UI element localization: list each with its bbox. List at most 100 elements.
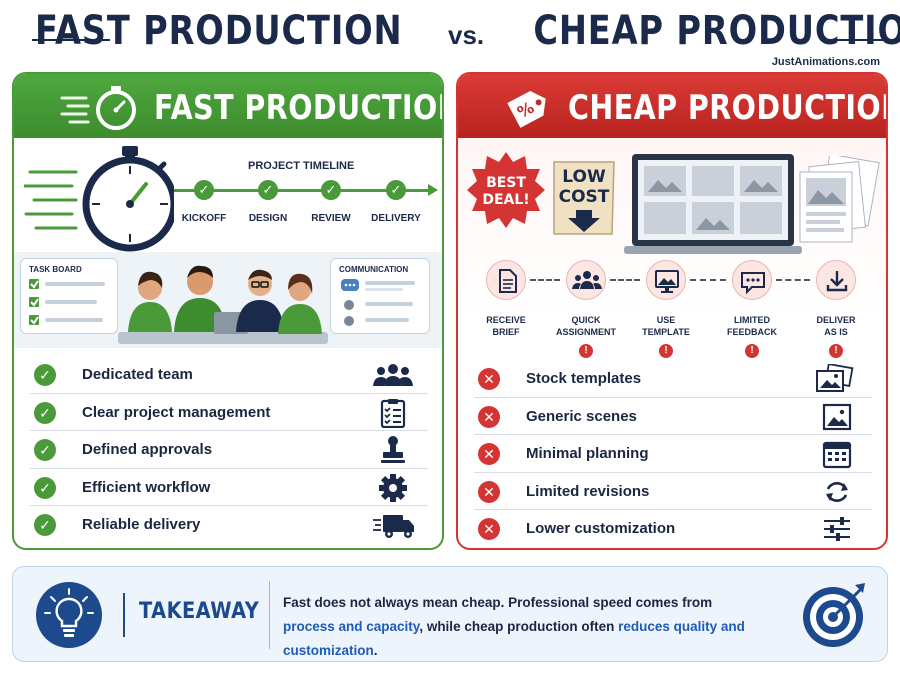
list-item: ✕ Stock templates — [474, 360, 872, 398]
team-scene: TASK BOARD COMMU — [14, 252, 442, 348]
low-cost-line2: COST — [559, 187, 610, 207]
fast-benefits-list: ✓ Dedicated team ✓ Clear project managem… — [30, 356, 428, 544]
check-icon: ✓ — [34, 401, 56, 424]
cheap-panel-title: CHEAP PRODUCTION — [568, 88, 888, 128]
best-deal-badge: BEST DEAL! — [467, 152, 545, 228]
process-step-label: QUICK ASSIGNMENT — [555, 315, 616, 337]
list-item: ✓ Reliable delivery — [30, 506, 428, 544]
team-people-illustration — [118, 265, 328, 344]
low-cost-line1: LOW — [562, 167, 606, 187]
fast-production-panel: FAST PRODUCTION PROJECT TIMELINE ✓ ✓ ✓ ✓… — [12, 72, 444, 550]
cheap-drawbacks-list: ✕ Stock templates ✕ Generic scenes ✕ Min… — [474, 360, 872, 548]
image-icon — [822, 403, 852, 430]
sliders-icon — [824, 517, 850, 541]
list-item-label: Efficient workflow — [82, 478, 211, 496]
gear-icon — [379, 473, 407, 502]
timeline-step-label: REVIEW — [311, 213, 351, 224]
takeaway-divider — [123, 593, 125, 637]
check-icon: ✓ — [34, 364, 56, 386]
list-item-label: Defined approvals — [82, 441, 213, 458]
monitor-image-icon — [655, 270, 679, 293]
x-icon: ✕ — [478, 368, 500, 390]
list-item-label: Generic scenes — [526, 407, 637, 425]
process-step-label: RECEIVE BRIEF — [486, 315, 526, 337]
warning-icon: ! — [659, 344, 673, 358]
svg-text:%: % — [514, 98, 537, 122]
fast-panel-title: FAST PRODUCTION — [154, 88, 444, 128]
cheap-production-panel: % CHEAP PRODUCTION BEST DEAL! LOW COST — [456, 72, 888, 550]
takeaway-text-part3: . — [373, 643, 378, 658]
title-right: CHEAP PRODUCTION — [532, 8, 900, 54]
list-item-label: Dedicated team — [82, 366, 193, 383]
process-step-deliver-as-is — [816, 260, 856, 300]
warning-icon: ! — [745, 344, 759, 358]
stopwatch-speed-icon — [60, 86, 136, 130]
list-item-label: Limited revisions — [526, 482, 650, 500]
process-step-label: DELIVER AS IS — [816, 315, 856, 337]
best-deal-line1: BEST — [486, 175, 526, 191]
takeaway-title: TAKEAWAY — [139, 599, 260, 624]
list-item: ✓ Clear project management — [30, 394, 428, 431]
approval-stamp-icon — [381, 436, 405, 463]
takeaway-text-part1: Fast does not always mean cheap. Profess… — [283, 595, 713, 610]
x-icon: ✕ — [478, 405, 500, 428]
process-connector — [610, 279, 640, 281]
timeline-step-check-icon: ✓ — [321, 180, 341, 200]
process-step-limited-feedback — [732, 260, 772, 300]
timeline-line — [174, 189, 432, 192]
list-item: ✕ Generic scenes — [474, 398, 872, 435]
x-icon: ✕ — [478, 518, 500, 540]
speech-bubble-icon — [741, 272, 765, 295]
refresh-icon — [826, 481, 848, 502]
task-board-label: TASK BOARD — [29, 265, 82, 274]
process-connector — [530, 279, 560, 281]
list-item-label: Reliable delivery — [82, 516, 201, 533]
title-vs: vs. — [447, 20, 485, 50]
takeaway-divider — [269, 581, 270, 649]
task-checklist-icon — [29, 279, 105, 325]
process-connector — [690, 279, 726, 281]
list-item-label: Minimal planning — [526, 445, 649, 462]
check-icon: ✓ — [34, 514, 56, 536]
check-icon: ✓ — [34, 476, 56, 499]
list-item-label: Lower customization — [526, 520, 676, 537]
process-step-quick-assignment — [566, 260, 606, 300]
list-item-label: Clear project management — [82, 403, 271, 421]
best-deal-line2: DEAL! — [482, 192, 529, 208]
delivery-truck-icon — [373, 515, 414, 538]
timeline-step-check-icon: ✓ — [258, 180, 278, 200]
takeaway-box: TAKEAWAY Fast does not always mean cheap… — [12, 566, 888, 662]
timeline-step-check-icon: ✓ — [194, 180, 214, 200]
price-tag-icon: % — [507, 90, 546, 128]
warning-icon: ! — [579, 344, 593, 358]
timeline-step-check-icon: ✓ — [386, 180, 406, 200]
communication-label: COMMUNICATION — [339, 265, 409, 274]
list-item: ✕ Minimal planning — [474, 435, 872, 473]
timeline-step-label: KICKOFF — [181, 213, 227, 224]
group-icon — [572, 271, 602, 289]
cheap-panel-header: % CHEAP PRODUCTION — [458, 74, 886, 138]
process-step-use-template — [646, 260, 686, 300]
timeline-step-label: DESIGN — [248, 213, 288, 224]
takeaway-text-part2: , while cheap production often — [419, 619, 619, 634]
list-item: ✓ Defined approvals — [30, 431, 428, 469]
process-step-receive-brief — [486, 260, 526, 300]
stopwatch-illustration — [24, 146, 174, 252]
timeline-step-label: DELIVERY — [371, 213, 421, 224]
download-icon — [826, 271, 848, 292]
takeaway-highlight-quality: reduces quality and customization — [283, 619, 745, 658]
communication-card: COMMUNICATION — [330, 258, 430, 334]
stacked-images-icon — [816, 364, 854, 392]
chat-messages-icon — [341, 279, 415, 326]
timeline-arrow-icon — [428, 184, 438, 196]
laptop-templates-illustration — [624, 154, 802, 254]
brand-link[interactable]: JustAnimations.com — [771, 56, 880, 68]
calendar-icon — [822, 441, 852, 469]
process-connector — [776, 279, 810, 281]
header-rule-left — [32, 39, 110, 41]
clipboard-checklist-icon — [380, 398, 406, 428]
list-item: ✕ Lower customization — [474, 510, 872, 548]
stacked-documents-illustration — [799, 156, 880, 243]
list-item: ✓ Efficient workflow — [30, 469, 428, 506]
check-icon: ✓ — [34, 439, 56, 461]
